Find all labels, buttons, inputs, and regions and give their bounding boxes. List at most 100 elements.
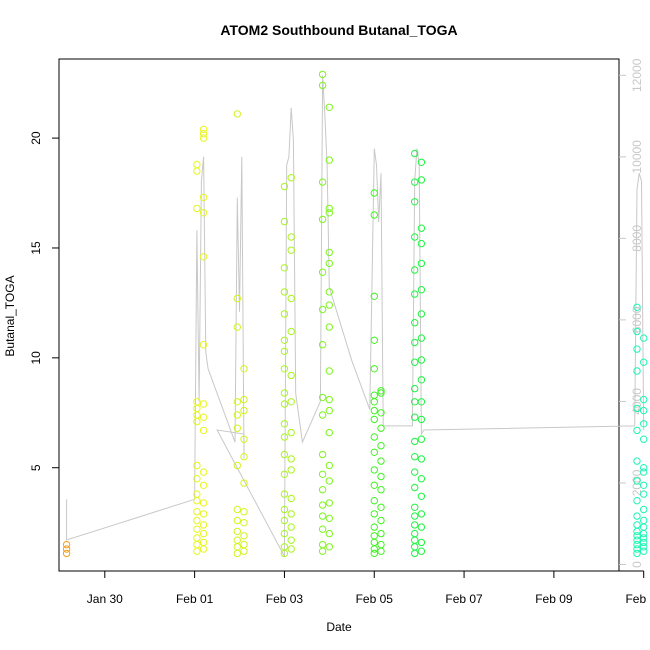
data-point [193,547,201,555]
data-point [287,494,295,503]
data-point [411,543,419,551]
data-point [240,435,248,443]
data-point [377,503,385,511]
data-point [193,490,201,498]
data-point [633,545,641,553]
data-point [325,428,333,437]
data-point [633,540,641,549]
data-point [370,211,378,219]
data-point [233,536,242,544]
data-point [287,294,295,303]
data-point [370,433,378,441]
data-point [325,259,333,268]
data-point [233,424,242,432]
data-point [640,334,648,342]
data-point [233,543,242,551]
data-point [411,198,419,206]
data-point [287,466,295,474]
x-tick-label: Jan 30 [87,592,123,606]
data-point [280,433,289,441]
data-point [370,510,378,518]
data-point [640,435,648,443]
data-point [377,387,385,395]
y-tick-label: 15 [29,241,43,255]
data-point [411,521,419,529]
data-point [287,510,295,518]
data-point [287,371,295,380]
data-point [633,345,641,353]
data-point [318,268,327,276]
data-point [370,406,378,415]
right-tick-label: 6000 [630,306,644,333]
right-tick-label: 2000 [630,469,644,496]
data-point [411,413,419,421]
data-point [640,523,648,531]
data-point [199,538,208,547]
data-point [411,468,419,476]
data-point [287,174,295,182]
data-point [233,516,242,525]
data-point [417,510,426,518]
data-point [370,336,378,344]
data-point [62,545,71,553]
data-point [411,178,419,186]
data-point [633,457,641,465]
data-point [199,521,208,529]
data-point [411,149,419,158]
data-point [240,519,248,527]
data-point [377,472,385,481]
data-point [325,103,333,112]
data-point [193,167,201,175]
data-point [280,336,289,344]
data-point [370,448,378,456]
data-point [318,525,327,533]
x-tick-label: Feb 11 [625,592,650,606]
data-point [193,525,201,533]
data-point [193,540,201,549]
data-point [640,529,648,538]
data-point [370,292,378,300]
x-axis-label: Date [326,620,352,634]
data-point [377,442,385,450]
data-point [411,358,419,366]
data-point [62,540,71,549]
data-point [240,365,248,373]
data-point [199,499,208,507]
data-point [318,411,327,419]
data-point [233,549,242,558]
data-point [417,523,426,531]
data-point [233,411,242,419]
data-point [370,391,378,399]
data-point [640,406,648,415]
data-point [370,545,378,553]
data-point [199,545,208,553]
data-point [640,538,648,547]
data-point [417,415,426,424]
data-point [633,303,641,311]
data-point [280,347,289,355]
data-point [325,323,333,331]
data-point [417,310,426,318]
data-point [325,301,333,309]
data-point [377,529,385,538]
data-point [199,125,208,134]
data-point [411,536,419,544]
data-point [325,395,333,404]
data-point [325,288,333,296]
data-point [318,512,327,520]
data-point [411,319,419,327]
data-point [377,540,385,549]
data-point [287,398,295,406]
data-point [199,209,208,217]
data-point [193,475,201,483]
data-point [640,543,648,551]
data-point [640,534,648,542]
data-point [417,176,426,184]
data-point [633,536,641,544]
data-point [193,497,201,505]
data-point [233,527,242,536]
data-point [199,400,208,408]
data-point [325,406,333,415]
data-point [370,523,378,531]
